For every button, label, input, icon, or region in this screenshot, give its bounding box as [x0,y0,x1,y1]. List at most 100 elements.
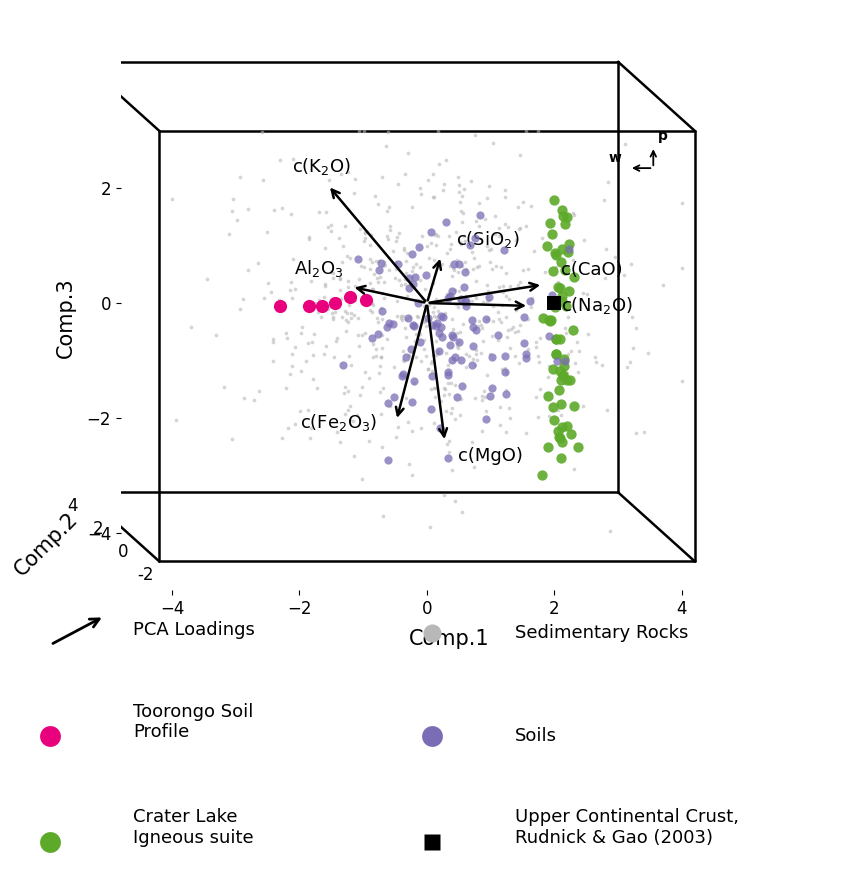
Point [399,391,413,405]
Point [559,245,573,259]
Point [620,359,634,374]
Point [450,325,464,340]
Point [445,312,459,326]
Point [377,256,391,270]
Point [392,274,406,288]
Point [430,316,444,330]
Text: Toorongo Soil
Profile: Toorongo Soil Profile [133,703,254,741]
Point [255,125,269,139]
Text: Sedimentary Rocks: Sedimentary Rocks [515,624,689,642]
Point [486,262,499,276]
Point [334,167,348,181]
Point [344,291,358,305]
Point [346,287,360,301]
Point [443,259,457,274]
Point [481,283,495,298]
Point [637,425,651,439]
Point [455,258,469,273]
Point [384,224,397,238]
Point [626,341,639,355]
Text: 4: 4 [67,497,78,515]
Point [569,272,582,286]
Point [479,412,492,426]
Point [376,303,390,317]
Point [572,344,586,358]
Point [335,310,349,325]
Point [558,354,572,368]
Point [443,338,457,352]
Point [327,296,341,310]
Point [408,319,422,333]
Point [230,213,244,227]
Point [359,231,372,245]
Point [352,251,365,266]
Point [499,365,512,379]
Text: 2: 2 [92,520,103,538]
Point [441,375,454,390]
Point [630,426,644,440]
Point [319,339,333,353]
Point [413,326,427,341]
Point [525,291,539,305]
Point [567,323,581,337]
Point [577,233,591,248]
Point [397,321,411,335]
Point [436,176,450,190]
Point [448,350,462,365]
Point [200,272,213,286]
Point [392,225,406,240]
Point [363,434,377,448]
Point [555,294,569,308]
Point [474,321,488,335]
Point [399,330,413,344]
Point [546,400,560,414]
Point [372,327,385,342]
Point [336,358,350,372]
Point [480,312,493,326]
Point [494,260,508,274]
Point [421,303,435,317]
Point [553,430,567,444]
Point [350,408,364,422]
Point [381,395,395,409]
Point [288,417,302,431]
Point [483,388,497,402]
Point [395,313,409,327]
Point [475,424,489,438]
Point [353,222,367,236]
Point [447,263,461,277]
Point [467,460,481,474]
Point [332,292,346,307]
Point [480,239,494,253]
Point [406,276,420,291]
Point [410,334,423,349]
Point [506,320,520,334]
Point [444,406,458,420]
Point [556,369,569,384]
Point [675,261,689,275]
Point [480,190,493,205]
Point [466,320,480,334]
Point [543,314,556,328]
Point [327,312,340,326]
Point [427,275,441,290]
Point [282,421,295,435]
Point [257,291,271,305]
Point [459,255,473,269]
Point [380,332,394,346]
Point [303,431,317,445]
Point [403,271,416,285]
Point [551,274,565,289]
Point [405,264,419,278]
Point [424,224,438,239]
Point [257,173,270,188]
Point [458,295,472,309]
Point [553,364,567,378]
Point [341,403,355,417]
Point [527,244,541,258]
Point [562,241,576,256]
Point [322,173,336,188]
Point [588,350,601,365]
Point [302,293,315,308]
Point [530,123,544,138]
